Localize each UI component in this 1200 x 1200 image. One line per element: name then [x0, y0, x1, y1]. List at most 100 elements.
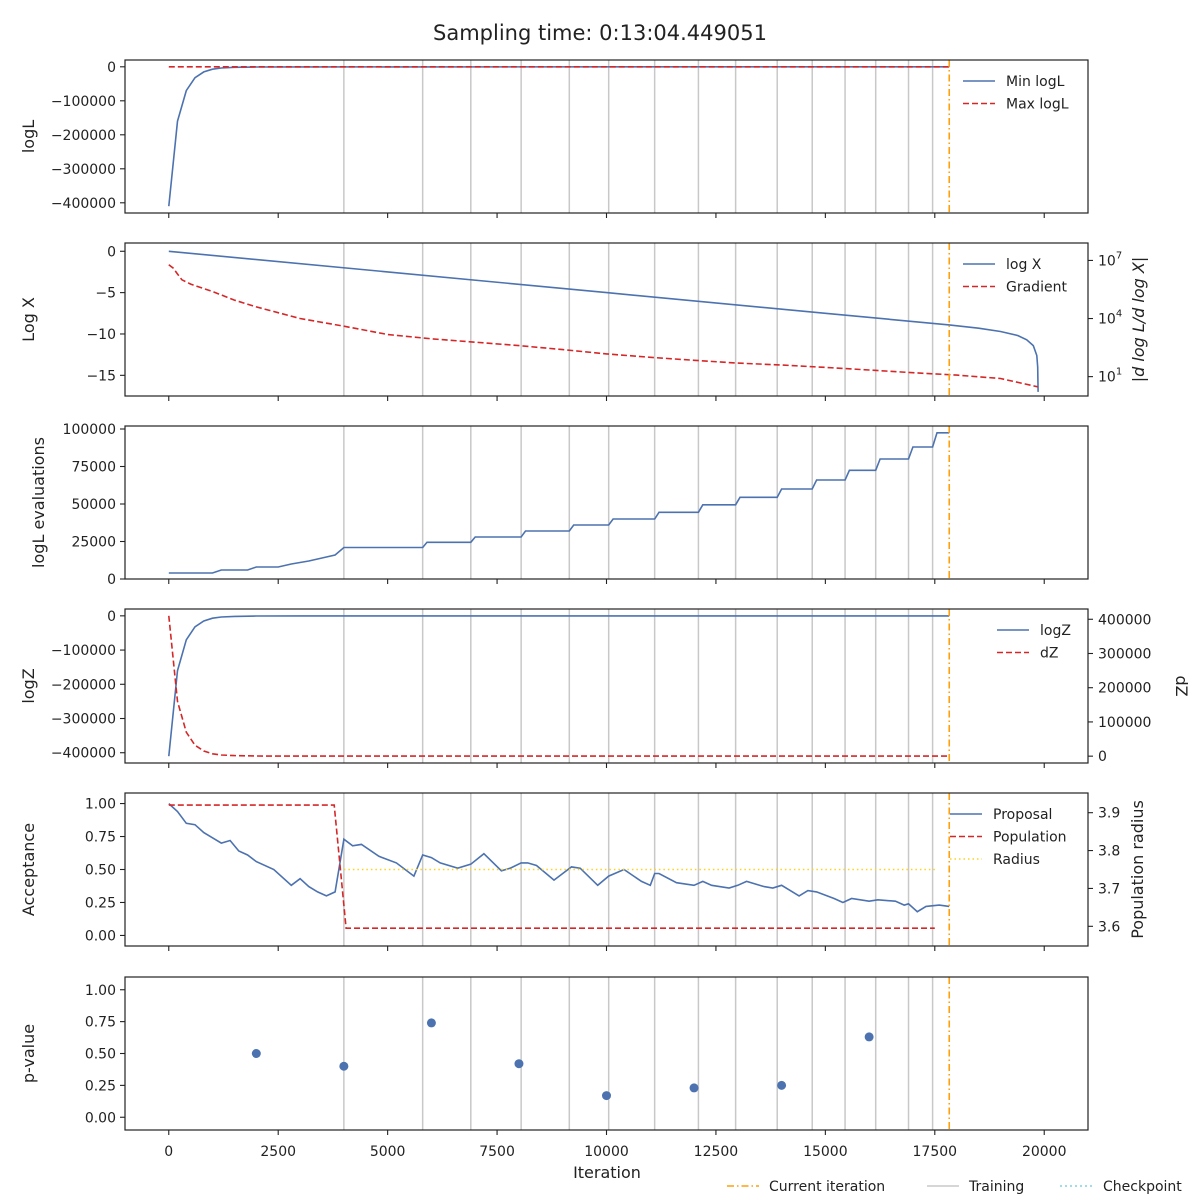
scatter-point — [689, 1083, 699, 1093]
y2-tick-label: 101 — [1098, 367, 1122, 386]
scatter-point — [602, 1091, 611, 1101]
x-axis-label: Iteration — [573, 1163, 641, 1182]
x-tick-label: 12500 — [694, 1144, 739, 1160]
y-tick-label: 0.00 — [85, 928, 116, 944]
axes-frame — [124, 242, 1089, 397]
y2-tick-label: 3.7 — [1098, 881, 1120, 897]
x-tick-label: 20000 — [1022, 1144, 1067, 1160]
y2-tick-label: 3.9 — [1098, 806, 1120, 822]
legend-label-gradient: Gradient — [1006, 280, 1067, 296]
panel-log-x: 0 −5 −10 −15 Log X 101 104 107 |d log L/d log X|… — [19, 242, 1148, 401]
y2-tick-label: 0 — [1098, 749, 1107, 765]
y2-axis-label: dZ — [1172, 675, 1191, 696]
series-logz-line — [168, 615, 950, 757]
legend-label-log-x: log X — [1006, 257, 1042, 273]
plot-area — [168, 60, 950, 213]
y-tick-label: 0.25 — [85, 1078, 116, 1094]
x-tick-label: 17500 — [913, 1144, 958, 1160]
y-tick-label: 1.00 — [85, 983, 116, 999]
figure-title: Sampling time: 0:13:04.449051 — [433, 21, 767, 45]
series-gradient-line — [168, 264, 1038, 388]
scatter-point — [514, 1059, 524, 1069]
y2-tick-label: 104 — [1098, 309, 1122, 328]
legend: Proposal Population Radius — [950, 807, 1067, 868]
legend: log X Gradient — [963, 257, 1067, 296]
y2-tick-exponent: 7 — [1116, 250, 1122, 261]
series-main-line — [168, 432, 950, 574]
panel-logl: 0 −100000 −200000 −300000 −400000 logL Min log… — [19, 59, 1089, 218]
axes-frame — [124, 425, 1089, 580]
plot-area — [168, 793, 950, 946]
y2-tick-label: 200000 — [1098, 681, 1151, 697]
legend-label-proposal: Proposal — [993, 807, 1052, 823]
legend: Min logL Max logL — [963, 74, 1069, 113]
series-dz-line — [168, 615, 950, 757]
y-tick-label: 0 — [107, 572, 116, 588]
y-tick-label: 0 — [107, 60, 116, 76]
y-tick-label: 0.75 — [85, 830, 116, 846]
axes-frame — [124, 59, 1089, 214]
axes-frame — [124, 608, 1089, 764]
y2-tick-label: 400000 — [1098, 612, 1151, 628]
x-tick-label: 7500 — [479, 1144, 515, 1160]
y-tick-label: −10 — [86, 327, 116, 343]
y-tick-label: 0 — [107, 609, 116, 625]
y-tick-label: 0.00 — [85, 1110, 116, 1126]
scatter-point — [251, 1049, 261, 1058]
y-axis-label: logL evaluations — [29, 437, 48, 568]
bottom-legend: Current iteration Training Checkpoint — [727, 1179, 1182, 1195]
scatter-point — [864, 1032, 874, 1042]
y-tick-label: 1.00 — [85, 797, 116, 813]
panel-logz: 0 −100000 −200000 −300000 −400000 logZ 0 100000… — [19, 608, 1191, 768]
plot-area — [168, 426, 950, 579]
y-tick-label: −100000 — [51, 643, 116, 659]
scatter-point — [777, 1080, 787, 1090]
y-tick-label: 0 — [107, 244, 116, 260]
scatter-point — [426, 1018, 436, 1028]
legend-label-dz: dZ — [1040, 646, 1058, 662]
legend-label-min-logl: Min logL — [1006, 74, 1065, 90]
y-tick-label: −300000 — [51, 162, 116, 178]
y2-tick-exponent: 1 — [1116, 367, 1122, 378]
y-tick-label: 0.25 — [85, 895, 116, 911]
y2-tick-label: 3.6 — [1098, 919, 1120, 935]
y2-axis-label: |d log L/d log X| — [1129, 257, 1148, 382]
legend-label-current-iteration: Current iteration — [769, 1179, 885, 1195]
panel-acceptance: 0.00 0.25 0.50 0.75 1.00 Acceptance 3.6 3.7 3.8 3… — [19, 792, 1147, 951]
y-tick-label: −300000 — [51, 712, 116, 728]
y-tick-label: 50000 — [71, 497, 116, 513]
x-tick-label: 2500 — [260, 1144, 296, 1160]
y2-axis-label: Population radius — [1128, 800, 1147, 939]
legend-label-radius: Radius — [993, 852, 1040, 868]
legend-label-logz: logZ — [1040, 623, 1071, 639]
series-log-x-line — [168, 250, 1039, 392]
legend-label-population: Population — [993, 830, 1067, 846]
plot-area — [251, 977, 934, 1130]
scatter-point — [339, 1061, 349, 1071]
plot-area — [168, 609, 950, 763]
y-tick-label: −200000 — [51, 677, 116, 693]
y2-tick-label: 107 — [1098, 250, 1122, 269]
y-tick-label: −5 — [95, 286, 116, 302]
y-axis-label: p-value — [19, 1024, 38, 1083]
plot-area — [168, 243, 1039, 396]
y-tick-label: −400000 — [51, 746, 116, 762]
y-axis-label: logZ — [19, 668, 38, 703]
legend-label-training: Training — [968, 1179, 1024, 1195]
y-tick-label: 0.75 — [85, 1015, 116, 1031]
y2-tick-exponent: 4 — [1116, 309, 1122, 320]
panel-logl-evaluations: 0 25000 50000 75000 100000 logL evaluations — [29, 422, 1089, 588]
y-tick-label: −100000 — [51, 94, 116, 110]
series-population-line — [168, 804, 935, 929]
axes-frame — [124, 976, 1089, 1131]
y-axis-label: logL — [19, 120, 38, 153]
x-tick-label: 5000 — [370, 1144, 406, 1160]
y-tick-label: −400000 — [51, 196, 116, 212]
y-tick-label: 0.50 — [85, 863, 116, 879]
panel-p-value: 0 2500 5000 7500 10000 12500 15000 17500 20000 0.… — [19, 976, 1089, 1160]
legend-label-checkpoint: Checkpoint — [1103, 1179, 1182, 1195]
legend-label-max-logl: Max logL — [1006, 97, 1069, 113]
y2-tick-label: 100000 — [1098, 715, 1151, 731]
y-tick-label: −200000 — [51, 128, 116, 144]
